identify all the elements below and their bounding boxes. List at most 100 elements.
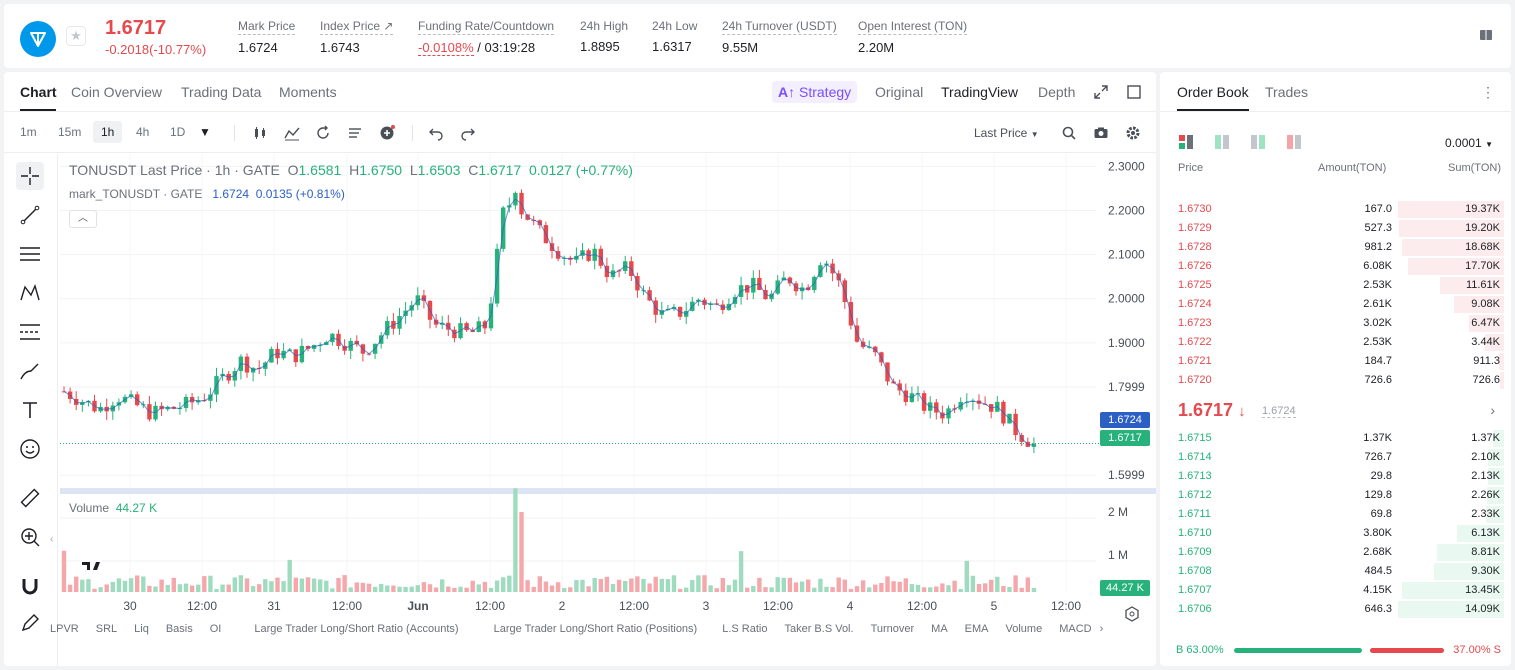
undo-icon[interactable] xyxy=(428,125,444,141)
indicator-ema[interactable]: EMA xyxy=(964,623,989,635)
tab-trading-data[interactable]: Trading Data xyxy=(181,84,262,100)
bid-row[interactable]: 1.6711 69.8 2.33K xyxy=(1172,505,1504,524)
ask-row[interactable]: 1.6729 527.3 19.20K xyxy=(1172,219,1504,238)
mode-both-icon[interactable] xyxy=(1178,134,1194,150)
horizontal-lines-icon[interactable] xyxy=(16,240,44,268)
chart-plot[interactable]: 2.3000 2.2000 2.1000 2.0000 1.9000 1.7999 1.59… xyxy=(60,154,1156,666)
view-tradingview[interactable]: TradingView xyxy=(941,84,1019,100)
bid-row[interactable]: 1.6715 1.37K 1.37K xyxy=(1172,429,1504,448)
bid-row[interactable]: 1.6712 129.8 2.26K xyxy=(1172,486,1504,505)
tab-chart[interactable]: Chart xyxy=(20,84,57,100)
ask-row[interactable]: 1.6721 184.7 911.3 xyxy=(1172,352,1504,371)
timeframe-1h[interactable]: 1h xyxy=(93,121,123,143)
depth-bar xyxy=(1488,468,1504,485)
fibonacci-icon[interactable] xyxy=(16,318,44,346)
trend-line-icon[interactable] xyxy=(16,201,44,229)
open-value: 1.6581 xyxy=(298,162,342,178)
indicator-liq[interactable]: Liq xyxy=(134,623,149,635)
ask-row[interactable]: 1.6725 2.53K 11.61K xyxy=(1172,276,1504,295)
indicator-taker-vol[interactable]: Taker B.S Vol. xyxy=(784,623,854,635)
view-depth[interactable]: Depth xyxy=(1038,84,1076,100)
indicator-oi[interactable]: OI xyxy=(209,623,222,635)
mode-bids-icon[interactable] xyxy=(1214,134,1230,150)
text-tool-icon[interactable] xyxy=(16,396,44,424)
indicator-ls-accounts[interactable]: Large Trader Long/Short Ratio (Accounts) xyxy=(254,623,459,635)
bid-row[interactable]: 1.6714 726.7 2.10K xyxy=(1172,448,1504,467)
bid-row[interactable]: 1.6706 646.3 14.09K xyxy=(1172,600,1504,619)
indicator-srl[interactable]: SRL xyxy=(95,623,118,635)
timeframe-1d[interactable]: 1D xyxy=(170,125,186,139)
bid-row[interactable]: 1.6709 2.68K 8.81K xyxy=(1172,543,1504,562)
timeframe-4h[interactable]: 4h xyxy=(136,125,150,139)
favorite-star-icon[interactable]: ★ xyxy=(66,26,86,46)
candle-type-icon[interactable] xyxy=(252,125,268,141)
ask-row[interactable]: 1.6722 2.53K 3.44K xyxy=(1172,333,1504,352)
expand-icon[interactable] xyxy=(1094,85,1108,99)
ask-row[interactable]: 1.6730 167.0 19.37K xyxy=(1172,200,1504,219)
indicator-turnover[interactable]: Turnover xyxy=(870,623,915,635)
window-icon[interactable] xyxy=(1127,85,1141,99)
more-options-icon[interactable]: ⋮ xyxy=(1481,84,1495,100)
sum-cell: 8.81K xyxy=(1471,546,1500,558)
mode-split-icon[interactable] xyxy=(1286,134,1302,150)
collapse-sidebar-icon[interactable]: ‹ xyxy=(50,534,54,545)
ruler-icon[interactable] xyxy=(16,484,44,512)
ask-row[interactable]: 1.6720 726.6 726.6 xyxy=(1172,371,1504,390)
stat-open-interest: Open Interest (TON) 2.20M xyxy=(858,19,968,55)
zoom-in-icon[interactable] xyxy=(16,523,44,551)
mode-asks-icon[interactable] xyxy=(1250,134,1266,150)
bid-row[interactable]: 1.6710 3.80K 6.13K xyxy=(1172,524,1504,543)
add-indicator-icon[interactable] xyxy=(379,125,395,141)
precision-select[interactable]: 0.0001 ▼ xyxy=(1445,136,1493,150)
camera-icon[interactable] xyxy=(1093,125,1109,141)
stat-mark-price: Mark Price 1.6724 xyxy=(238,19,296,55)
view-original[interactable]: Original xyxy=(875,84,924,100)
crosshair-icon[interactable] xyxy=(16,162,44,190)
indicator-basis[interactable]: Basis xyxy=(165,623,193,635)
bid-row[interactable]: 1.6708 484.5 9.30K xyxy=(1172,562,1504,581)
chevron-right-icon[interactable]: › xyxy=(1490,402,1495,418)
indicator-ls-ratio[interactable]: L.S Ratio xyxy=(722,623,768,635)
indicators-icon[interactable] xyxy=(284,125,300,141)
indicator-ma[interactable]: MA xyxy=(931,623,948,635)
collapse-legend-button[interactable]: ︿ xyxy=(69,210,97,228)
search-icon[interactable] xyxy=(1061,125,1077,141)
tab-order-book[interactable]: Order Book xyxy=(1177,84,1249,100)
timeframe-dropdown-icon[interactable]: ▼ xyxy=(199,125,211,139)
book-icon[interactable] xyxy=(1479,28,1493,42)
brush-icon[interactable] xyxy=(16,357,44,385)
redo-icon[interactable] xyxy=(460,125,476,141)
tab-coin-overview[interactable]: Coin Overview xyxy=(71,84,163,100)
bid-row[interactable]: 1.6713 29.8 2.13K xyxy=(1172,467,1504,486)
settings-gear-icon[interactable] xyxy=(1125,125,1141,141)
volume-bar xyxy=(671,575,677,592)
tab-moments[interactable]: Moments xyxy=(279,84,337,100)
bid-row[interactable]: 1.6707 4.15K 13.45K xyxy=(1172,581,1504,600)
magnet-icon[interactable] xyxy=(16,572,44,600)
templates-icon[interactable] xyxy=(347,125,363,141)
ask-row[interactable]: 1.6723 3.02K 6.47K xyxy=(1172,314,1504,333)
pattern-icon[interactable] xyxy=(16,279,44,307)
volume-bar xyxy=(568,587,573,592)
tab-trades[interactable]: Trades xyxy=(1265,84,1309,100)
indicator-macd[interactable]: MACD xyxy=(1059,623,1092,635)
ask-row[interactable]: 1.6728 981.2 18.68K xyxy=(1172,238,1504,257)
mark-value: 1.6724 xyxy=(212,187,250,201)
ask-row[interactable]: 1.6726 6.08K 17.70K xyxy=(1172,257,1504,276)
strategy-button[interactable]: A↑ Strategy xyxy=(772,81,858,103)
indicator-lpvr[interactable]: LPVR xyxy=(50,623,79,635)
pencil-lock-icon[interactable] xyxy=(16,609,44,637)
header-price: Price xyxy=(1178,162,1204,174)
indicator-volume[interactable]: Volume xyxy=(1005,623,1043,635)
volume-bar xyxy=(732,579,738,592)
emoji-icon[interactable] xyxy=(16,435,44,463)
price-source-select[interactable]: Last Price ▼ xyxy=(974,126,1039,140)
timeframe-1m[interactable]: 1m xyxy=(20,125,37,139)
ask-row[interactable]: 1.6724 2.61K 9.08K xyxy=(1172,295,1504,314)
indicator-ls-positions[interactable]: Large Trader Long/Short Ratio (Positions… xyxy=(493,623,698,635)
scroll-right-icon[interactable]: › xyxy=(1099,623,1104,635)
chart-settings-icon[interactable] xyxy=(1124,606,1140,622)
replay-icon[interactable] xyxy=(315,125,331,141)
x-tick-label: 12:00 xyxy=(907,599,937,613)
timeframe-15m[interactable]: 15m xyxy=(58,125,82,139)
